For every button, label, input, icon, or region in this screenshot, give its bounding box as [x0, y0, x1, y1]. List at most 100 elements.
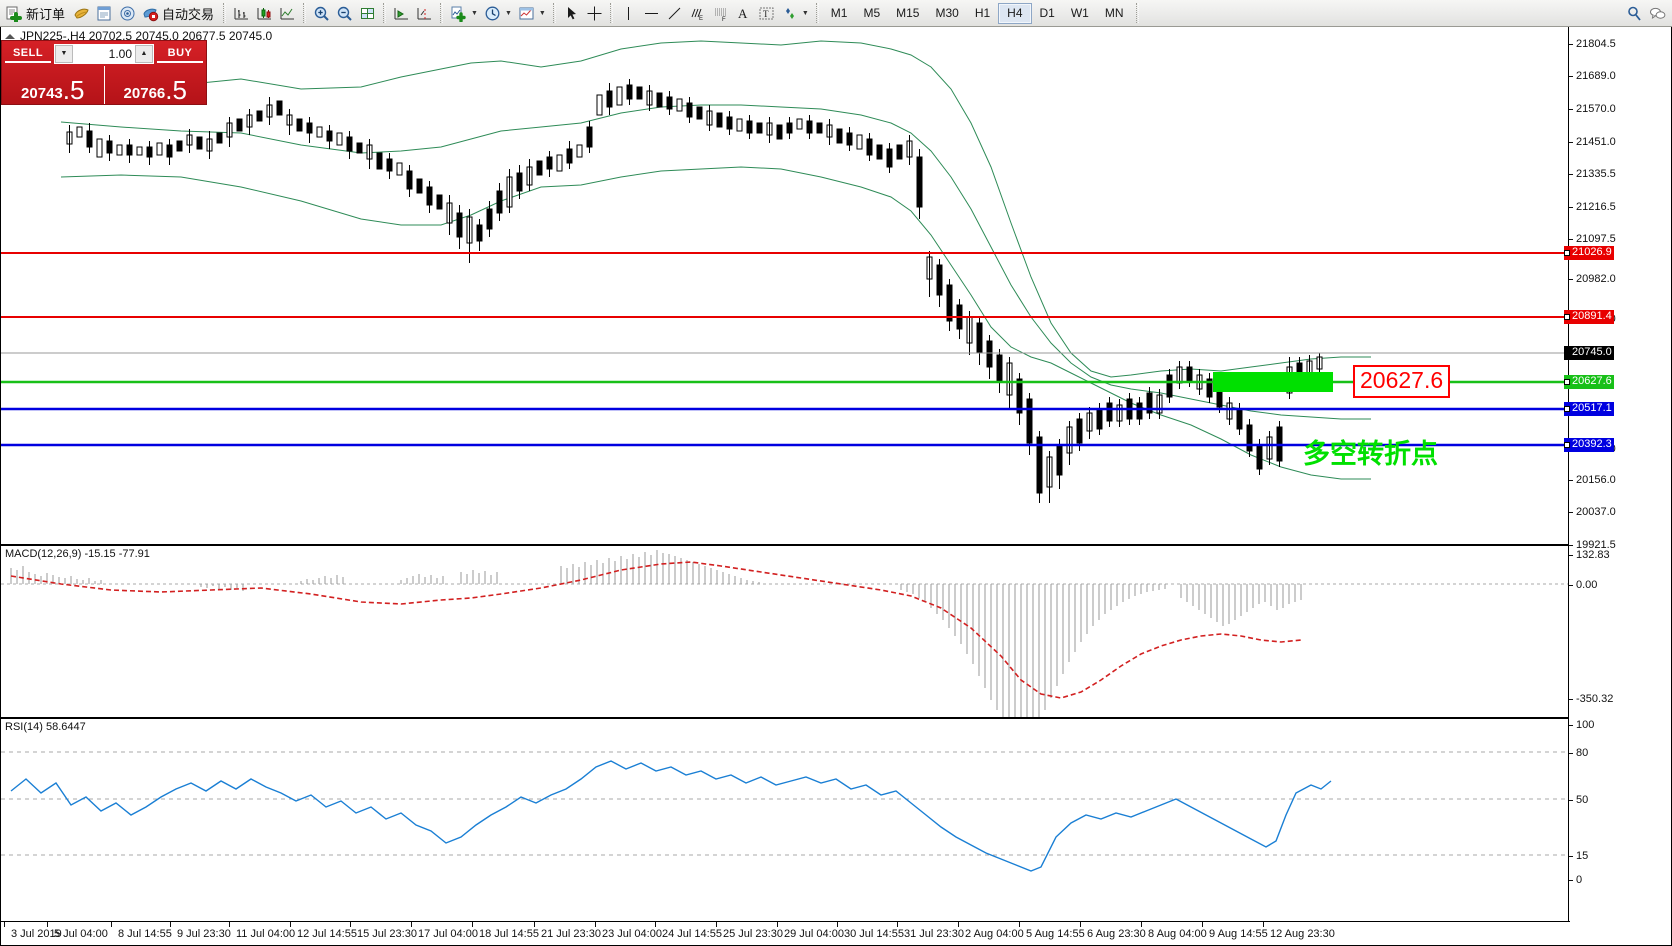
- svg-text:A: A: [738, 6, 748, 21]
- toolbar-separator: [1135, 3, 1139, 23]
- sell-button[interactable]: SELL: [5, 44, 51, 63]
- bar-chart-button[interactable]: [230, 2, 253, 25]
- level-handle-icon[interactable]: [1564, 379, 1570, 385]
- bar-chart-icon: [233, 5, 250, 22]
- time-axis[interactable]: 3 Jul 2019 5 Jul 04:00 8 Jul 14:55 9 Jul…: [1, 921, 1570, 945]
- rsi-subwindow[interactable]: RSI(14) 58.6447: [1, 717, 1570, 897]
- vertical-line-button[interactable]: [617, 2, 640, 25]
- zoom-out-button[interactable]: [333, 2, 356, 25]
- ask-price[interactable]: 20766 .5: [103, 66, 207, 104]
- chevron-down-icon[interactable]: ▼: [801, 9, 809, 17]
- autotrading-button[interactable]: 自动交易: [139, 2, 219, 25]
- chevron-down-icon[interactable]: ▼: [538, 9, 546, 17]
- price-scale[interactable]: 21804.5 21689.0 21570.0 21451.0 21335.5 …: [1564, 27, 1671, 945]
- time-label: 9 Jul 23:30: [170, 922, 231, 940]
- crosshair-button[interactable]: [583, 2, 606, 25]
- volume-decrease-button[interactable]: ▼: [55, 44, 73, 63]
- time-label: 21 Jul 23:30: [534, 922, 601, 940]
- time-label: 12 Jul 14:55: [290, 922, 357, 940]
- macd-scale-tick: 0.00: [1569, 580, 1597, 591]
- cursor-button[interactable]: [560, 2, 583, 25]
- indicators-button[interactable]: ▼: [447, 2, 481, 25]
- candlestick-chart-button[interactable]: [253, 2, 276, 25]
- fibonacci-button[interactable]: F: [709, 2, 732, 25]
- chevron-down-icon[interactable]: ▼: [504, 9, 512, 17]
- svg-text:E: E: [699, 16, 703, 22]
- price-tag-support-1[interactable]: 20517.1: [1564, 402, 1614, 416]
- price-tick: 20982.0: [1569, 274, 1616, 285]
- chevron-down-icon[interactable]: ▼: [471, 9, 478, 17]
- data-window-button[interactable]: [93, 2, 116, 25]
- zoom-in-button[interactable]: [310, 2, 333, 25]
- price-tick: 21804.5: [1569, 39, 1616, 50]
- text-button[interactable]: A: [732, 2, 755, 25]
- timeframe-w1[interactable]: W1: [1070, 6, 1089, 20]
- toolbar-separator: [303, 3, 307, 23]
- price-tick: 21570.0: [1569, 104, 1616, 115]
- collapse-icon[interactable]: [5, 33, 15, 39]
- period-separator-icon: [416, 5, 433, 22]
- price-tick: 21216.5: [1569, 202, 1616, 213]
- timeframe-m1[interactable]: M1: [830, 6, 848, 20]
- one-click-trading-panel[interactable]: SELL ▼ 1.00 ▲ BUY 20743 .5 20766 .5: [1, 40, 207, 105]
- price-tick: 20037.0: [1569, 507, 1616, 518]
- timeframe-h1[interactable]: H1: [974, 6, 991, 20]
- templates-button[interactable]: ▼: [515, 2, 549, 25]
- zoom-out-icon: [336, 5, 353, 22]
- timeframe-mn[interactable]: MN: [1104, 6, 1124, 20]
- indicators-icon: [450, 5, 467, 22]
- price-tag-support-2[interactable]: 20392.3: [1564, 438, 1614, 452]
- shapes-button[interactable]: ▼: [778, 2, 812, 25]
- volume-increase-button[interactable]: ▲: [135, 44, 153, 63]
- timeframe-m5[interactable]: M5: [863, 6, 881, 20]
- cursor-icon: [563, 5, 580, 22]
- new-order-button[interactable]: 新订单: [3, 2, 70, 25]
- level-handle-icon[interactable]: [1564, 406, 1570, 412]
- macd-subwindow[interactable]: MACD(12,26,9) -15.15 -77.91: [1, 544, 1570, 718]
- text-label-button[interactable]: T: [755, 2, 778, 25]
- level-handle-icon[interactable]: [1564, 250, 1570, 256]
- elliott-wave-button[interactable]: E: [686, 2, 709, 25]
- trendline-button[interactable]: [663, 2, 686, 25]
- search-button[interactable]: [1623, 2, 1646, 25]
- time-label: 11 Jul 04:00: [228, 922, 296, 940]
- price-tick: 21335.5: [1569, 169, 1616, 180]
- expert-advisors-button[interactable]: [70, 2, 93, 25]
- price-tick: 20156.0: [1569, 475, 1616, 486]
- chart-canvas[interactable]: JPN225-,H4 20702.5 20745.0 20677.5 20745…: [0, 27, 1672, 946]
- chat-button[interactable]: [1646, 2, 1669, 25]
- horizontal-line-button[interactable]: [640, 2, 663, 25]
- auto-scroll-button[interactable]: [390, 2, 413, 25]
- time-label: 17 Jul 04:00: [411, 922, 478, 940]
- timeframe-h4[interactable]: H4: [998, 2, 1032, 24]
- bid-price-int: 20743: [21, 85, 63, 102]
- timeframe-m15[interactable]: M15: [896, 6, 920, 20]
- timeframe-m30[interactable]: M30: [935, 6, 959, 20]
- time-label: 9 Aug 14:55: [1202, 922, 1268, 940]
- line-chart-button[interactable]: [276, 2, 299, 25]
- period-separator-button[interactable]: [413, 2, 436, 25]
- horizontal-line-icon: [643, 5, 660, 22]
- volume-input[interactable]: ▼ 1.00 ▲: [54, 43, 154, 64]
- line-chart-icon: [279, 5, 296, 22]
- price-tag-label: 21026.9: [1572, 246, 1612, 258]
- rsi-scale-tick: 80: [1569, 748, 1588, 759]
- timeframe-d1[interactable]: D1: [1039, 6, 1055, 20]
- price-tag-pivot[interactable]: 20627.6: [1564, 375, 1614, 389]
- chart-tile-button[interactable]: [356, 2, 379, 25]
- price-tag-label: 20891.4: [1572, 310, 1612, 322]
- navigator-button[interactable]: [116, 2, 139, 25]
- time-label: 2 Aug 04:00: [958, 922, 1024, 940]
- price-tag-resistance-1[interactable]: 21026.9: [1564, 246, 1614, 260]
- bid-price[interactable]: 20743 .5: [2, 66, 104, 104]
- level-handle-icon[interactable]: [1564, 314, 1570, 320]
- period-button[interactable]: ▼: [481, 2, 515, 25]
- price-tag-resistance-2[interactable]: 20891.4: [1564, 310, 1614, 324]
- level-handle-icon[interactable]: [1564, 442, 1570, 448]
- buy-button[interactable]: BUY: [157, 44, 203, 63]
- price-tag-label: 20517.1: [1572, 402, 1612, 414]
- volume-value[interactable]: 1.00: [108, 46, 132, 61]
- toolbar-separator: [609, 3, 613, 23]
- macd-scale-tick: -350.32: [1569, 694, 1613, 705]
- autotrading-label: 自动交易: [162, 6, 215, 22]
